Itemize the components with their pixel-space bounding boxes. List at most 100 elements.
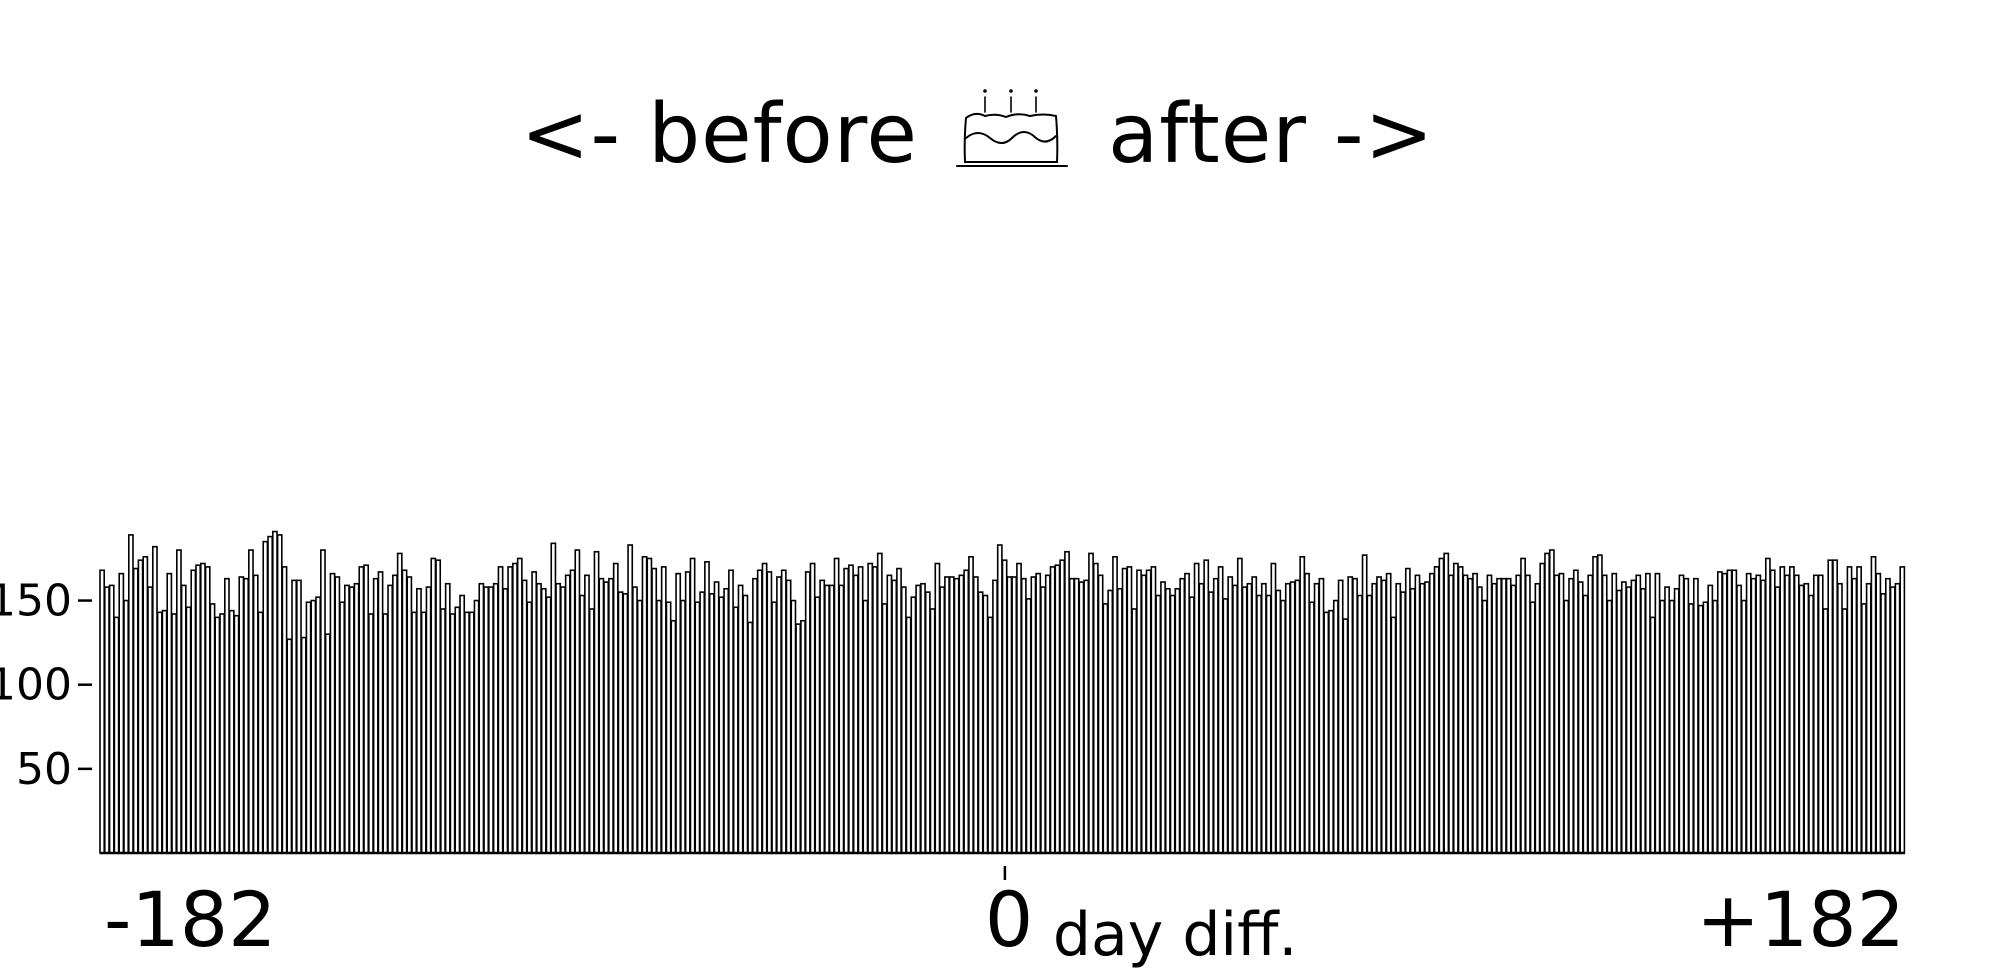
bar (1861, 603, 1867, 854)
bar (166, 572, 173, 854)
bar (1673, 587, 1680, 854)
bar (1304, 572, 1310, 854)
bar (185, 606, 192, 854)
bar (1606, 599, 1613, 854)
bar (1582, 594, 1589, 854)
bar (1284, 582, 1291, 854)
bar (982, 594, 989, 854)
bar (1755, 574, 1762, 854)
bar (905, 616, 912, 854)
bar (1803, 582, 1810, 854)
bar (756, 569, 763, 854)
bar (1222, 598, 1229, 854)
bar (425, 586, 432, 854)
bar (449, 613, 456, 854)
bar (1688, 603, 1694, 854)
bar (723, 587, 730, 854)
bar (382, 613, 389, 854)
bar (1846, 566, 1853, 854)
bar (1371, 582, 1378, 854)
x-tick-label-zero: 0 (985, 875, 1033, 964)
bar (272, 530, 278, 854)
bar (867, 562, 874, 854)
bar (785, 579, 792, 854)
bar (857, 566, 864, 854)
bar (550, 542, 557, 854)
bar (1750, 577, 1757, 854)
bar (440, 608, 446, 854)
bar (488, 586, 494, 854)
bar (152, 545, 158, 854)
bar (1342, 618, 1349, 854)
bar (684, 571, 691, 854)
bar (1193, 562, 1200, 854)
bar (852, 574, 859, 854)
bar (1289, 581, 1296, 854)
bar (156, 611, 163, 854)
bar (1515, 574, 1522, 854)
bar (1366, 594, 1373, 854)
bar (569, 569, 576, 854)
bar (1376, 576, 1382, 854)
bar (502, 587, 509, 854)
bar (958, 574, 965, 854)
bar (1448, 574, 1454, 854)
bar (1784, 574, 1790, 854)
bar (1817, 574, 1824, 854)
bar (492, 582, 499, 854)
bar (1400, 591, 1406, 854)
bar (1505, 577, 1512, 854)
bar (708, 593, 715, 854)
bar (377, 571, 384, 854)
bar (560, 586, 566, 854)
bar (1332, 599, 1339, 854)
bar (1256, 594, 1262, 854)
bar (1812, 574, 1819, 854)
bar (219, 613, 226, 854)
bar (1736, 584, 1742, 854)
bar (1174, 587, 1181, 854)
bar (1030, 576, 1037, 854)
bar (180, 584, 187, 854)
y-tick-label: 50 (16, 744, 72, 795)
bar (459, 594, 466, 854)
bar (1808, 594, 1814, 854)
bar (516, 557, 523, 854)
bar (1112, 555, 1118, 854)
bar (1659, 599, 1666, 854)
bar (281, 566, 288, 854)
bar (728, 569, 734, 854)
bar (243, 577, 250, 854)
bar (944, 576, 950, 854)
bar (915, 584, 922, 854)
bar (1596, 554, 1603, 854)
bar (214, 616, 221, 854)
bar (992, 579, 998, 854)
bar (1524, 574, 1531, 854)
bar (1150, 566, 1157, 854)
bar (195, 564, 202, 854)
bar (1534, 582, 1541, 854)
bar (1644, 572, 1651, 854)
bars-layer (99, 530, 1906, 854)
bar (128, 534, 134, 854)
bar (147, 586, 154, 854)
bar (1822, 608, 1829, 854)
bar (406, 576, 413, 854)
bar (555, 582, 562, 854)
bar (392, 574, 398, 854)
bar (699, 591, 706, 854)
bar (1611, 572, 1618, 854)
bar (1774, 586, 1781, 854)
bar (1352, 577, 1358, 854)
bar (1280, 599, 1286, 854)
bar (1616, 589, 1622, 854)
bar (1500, 577, 1507, 854)
bar (1592, 555, 1598, 854)
y-tick-label: 100 (0, 660, 72, 711)
bar (420, 611, 427, 854)
bar (521, 579, 528, 854)
bar (675, 572, 682, 854)
bar (1702, 601, 1709, 854)
